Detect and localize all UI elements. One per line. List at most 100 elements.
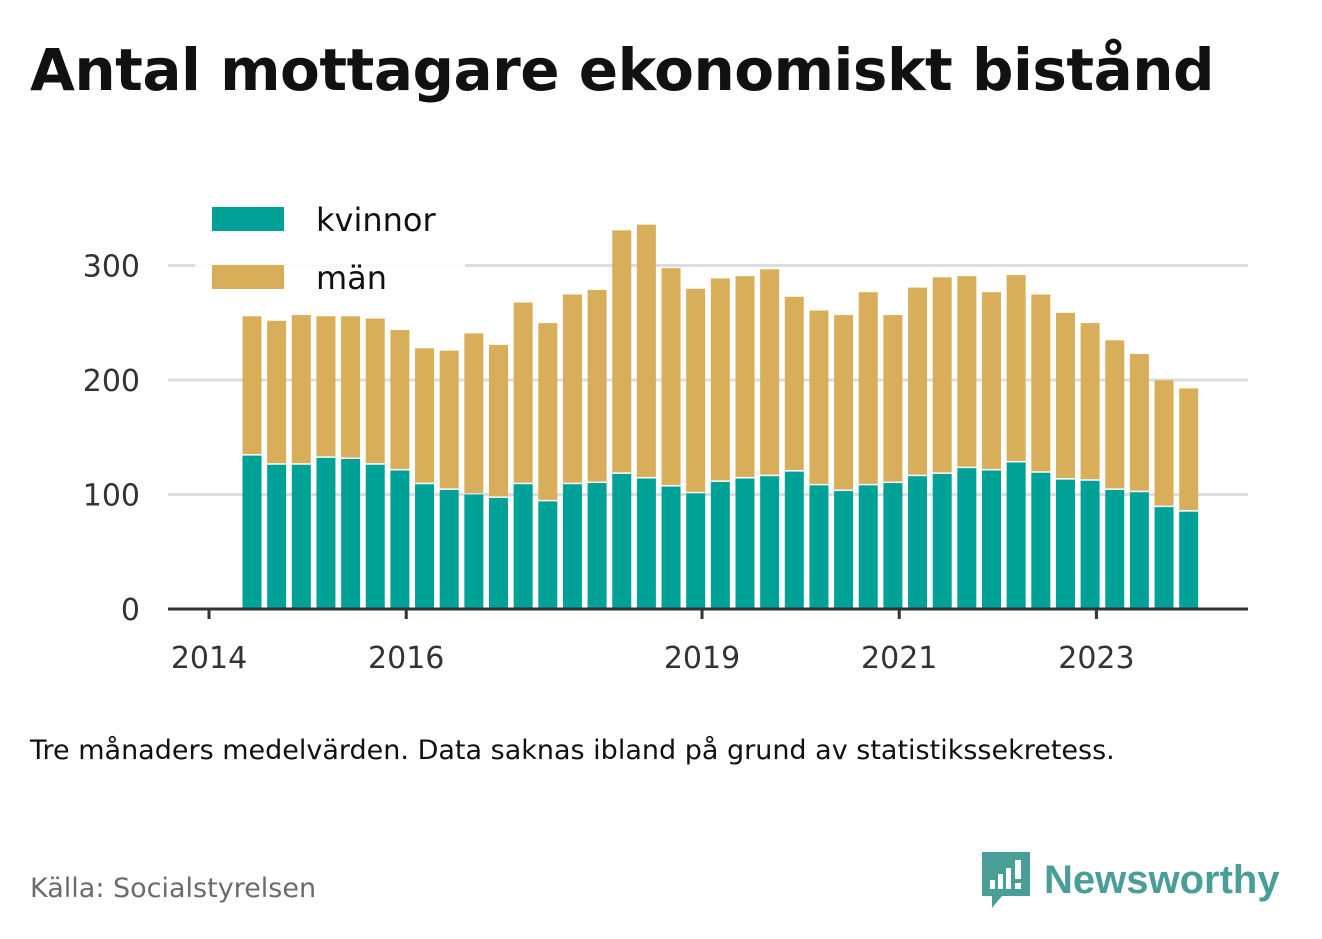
bar-kvinnor — [612, 473, 632, 609]
bar-kvinnor — [365, 464, 385, 609]
x-tick-label: 2014 — [171, 641, 247, 676]
bar-kvinnor — [415, 484, 435, 609]
bar-man — [1154, 380, 1174, 506]
bar-man — [242, 316, 262, 455]
bar-man — [686, 288, 706, 492]
bar-man — [760, 269, 780, 475]
brand-logo: Newsworthy — [980, 850, 1280, 910]
bar-man — [1080, 323, 1100, 480]
bar-man — [415, 348, 435, 483]
bar-kvinnor — [390, 470, 410, 609]
x-axis — [168, 607, 1248, 619]
chart-note: Tre månaders medelvärden. Data saknas ib… — [30, 735, 1115, 766]
legend-swatch — [212, 207, 284, 231]
newsworthy-logo-icon — [982, 852, 1030, 908]
bar-man — [341, 316, 361, 458]
bar-kvinnor — [267, 464, 287, 609]
bar-man — [710, 278, 730, 481]
bar-kvinnor — [1006, 462, 1026, 609]
y-tick-label: 0 — [121, 593, 140, 628]
x-tick-label: 2021 — [861, 641, 937, 676]
y-tick-label: 100 — [83, 479, 140, 514]
bar-kvinnor — [341, 459, 361, 609]
bar-kvinnor — [784, 471, 804, 609]
bar-man — [612, 230, 632, 473]
bar-kvinnor — [735, 478, 755, 609]
bar-man — [932, 277, 952, 473]
bar-kvinnor — [1179, 511, 1199, 609]
bars — [242, 224, 1199, 609]
brand-name: Newsworthy — [1044, 857, 1280, 902]
legend: kvinnor män — [195, 195, 465, 307]
bar-man — [365, 318, 385, 464]
bar-man — [1006, 275, 1026, 461]
bar-kvinnor — [316, 457, 336, 609]
bar-kvinnor — [982, 470, 1001, 609]
bar-kvinnor — [1055, 479, 1075, 609]
bar-kvinnor — [932, 473, 952, 609]
legend-label: kvinnor — [316, 201, 437, 239]
bar-kvinnor — [439, 489, 459, 609]
bar-kvinnor — [710, 481, 730, 609]
y-tick-label: 300 — [83, 250, 140, 285]
bar-man — [587, 289, 607, 482]
bar-kvinnor — [1080, 480, 1100, 609]
bar-man — [883, 315, 903, 482]
bar-kvinnor — [513, 484, 533, 609]
legend-swatch — [212, 265, 284, 289]
bar-kvinnor — [464, 494, 484, 609]
legend-label: män — [316, 259, 387, 297]
bar-kvinnor — [834, 491, 854, 609]
bar-kvinnor — [858, 485, 878, 609]
bar-man — [464, 333, 484, 493]
x-tick-label: 2023 — [1058, 641, 1134, 676]
bar-man — [1031, 294, 1051, 472]
bar-man — [538, 323, 558, 500]
x-tick-label: 2016 — [368, 641, 444, 676]
bar-kvinnor — [291, 464, 311, 609]
bar-man — [1129, 354, 1149, 491]
bar-kvinnor — [809, 485, 829, 609]
bar-man — [513, 302, 533, 483]
bar-man — [1055, 312, 1075, 479]
source-label: Källa: Socialstyrelsen — [30, 873, 317, 904]
bar-kvinnor — [957, 468, 977, 609]
bar-man — [489, 344, 508, 497]
bar-man — [809, 310, 829, 484]
bar-kvinnor — [242, 455, 262, 609]
bar-man — [908, 287, 928, 475]
bar-man — [1179, 388, 1199, 511]
bar-kvinnor — [489, 497, 508, 609]
bar-man — [636, 224, 656, 477]
bar-kvinnor — [587, 483, 607, 609]
bar-kvinnor — [908, 476, 928, 609]
bar-man — [735, 276, 755, 477]
bar-kvinnor — [1031, 472, 1051, 609]
chart-title: Antal mottagare ekonomiskt bistånd — [30, 36, 1215, 104]
bar-man — [267, 320, 287, 464]
bar-kvinnor — [1129, 492, 1149, 609]
chart: 0 100 200 300 2014 2016 2019 2021 2023 kvinnor m… — [83, 195, 1248, 676]
x-axis-labels: 2014 2016 2019 2021 2023 — [171, 641, 1135, 676]
bar-man — [1105, 340, 1125, 489]
bar-man — [316, 316, 336, 457]
bar-man — [439, 350, 459, 489]
bar-kvinnor — [883, 483, 903, 609]
bar-man — [834, 315, 854, 490]
bar-man — [390, 329, 410, 469]
bar-man — [982, 292, 1001, 469]
bar-man — [858, 292, 878, 484]
x-tick-label: 2019 — [664, 641, 740, 676]
bar-kvinnor — [686, 493, 706, 609]
bar-man — [957, 276, 977, 467]
bar-kvinnor — [661, 486, 681, 609]
bar-kvinnor — [538, 501, 558, 609]
bar-kvinnor — [636, 478, 656, 609]
bar-kvinnor — [760, 476, 780, 609]
bar-kvinnor — [562, 484, 582, 609]
bar-kvinnor — [1105, 489, 1125, 609]
y-axis-labels: 0 100 200 300 — [83, 250, 140, 629]
bar-kvinnor — [1154, 507, 1174, 609]
y-tick-label: 200 — [83, 364, 140, 399]
bar-man — [661, 268, 681, 485]
